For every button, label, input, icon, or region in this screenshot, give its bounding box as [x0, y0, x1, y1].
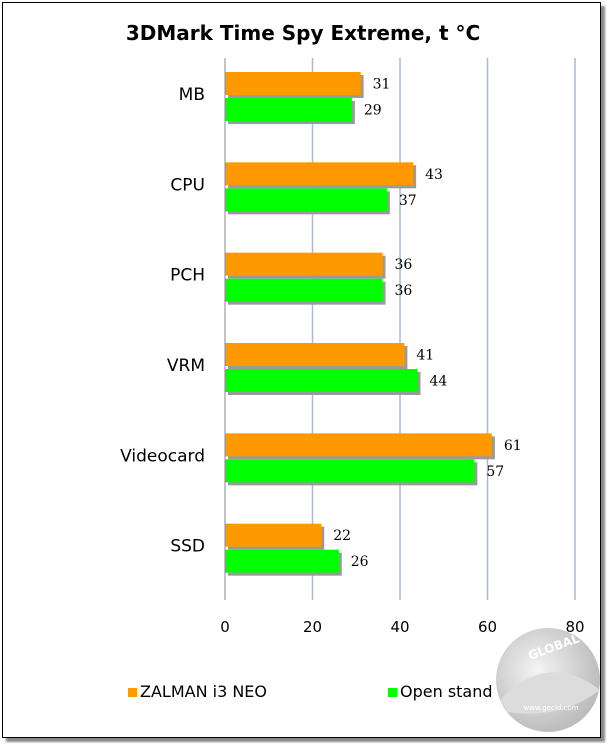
chart-title: 3DMark Time Spy Extreme, t °C	[126, 21, 480, 45]
bar	[225, 252, 383, 276]
data-label: 26	[351, 554, 369, 570]
data-label: 41	[416, 348, 434, 364]
watermark: GLOBAL www.gecid.com	[496, 628, 600, 732]
data-label: 61	[504, 438, 522, 454]
bar	[225, 98, 352, 121]
data-label: 44	[430, 374, 448, 390]
data-label: 22	[333, 528, 351, 544]
category-label: VRM	[167, 356, 205, 376]
data-label: 31	[373, 77, 391, 93]
globe-logo-icon-swoosh	[500, 672, 600, 714]
legend-label: Open stand	[400, 682, 493, 701]
x-tick-label: 40	[390, 618, 409, 636]
legend-swatch	[388, 688, 397, 697]
bar	[225, 278, 383, 302]
bar	[225, 549, 339, 573]
data-label: 29	[364, 103, 382, 119]
x-tick-label: 20	[303, 618, 322, 636]
x-tick-label: 0	[220, 618, 230, 636]
category-label: MB	[179, 85, 205, 105]
legend-swatch	[128, 688, 137, 697]
bars	[225, 72, 495, 576]
bar	[225, 433, 492, 457]
bar	[225, 72, 361, 95]
gridlines	[311, 58, 576, 600]
category-label: PCH	[170, 266, 205, 286]
x-tick-label: 80	[565, 618, 584, 636]
watermark-url: www.gecid.com	[524, 704, 579, 712]
x-tick-label: 60	[478, 618, 497, 636]
bar	[225, 343, 405, 366]
category-label: CPU	[170, 175, 205, 195]
bar	[225, 162, 414, 186]
bar	[225, 369, 418, 392]
category-label: SSD	[170, 537, 205, 557]
bar	[225, 459, 475, 483]
legend: ZALMAN i3 NEO Open stand	[128, 682, 493, 701]
bar	[225, 523, 322, 547]
legend-label: ZALMAN i3 NEO	[140, 682, 267, 701]
x-tick-labels: 0 20 40 60 80	[220, 618, 584, 636]
category-label: Videocard	[120, 446, 205, 466]
data-label: 36	[395, 283, 413, 299]
bar	[225, 188, 387, 212]
data-label: 37	[399, 193, 417, 209]
category-labels: MB CPU PCH VRM Videocard SSD	[120, 85, 205, 557]
data-label: 43	[425, 167, 443, 183]
data-label: 57	[486, 464, 504, 480]
data-label: 36	[395, 257, 413, 273]
